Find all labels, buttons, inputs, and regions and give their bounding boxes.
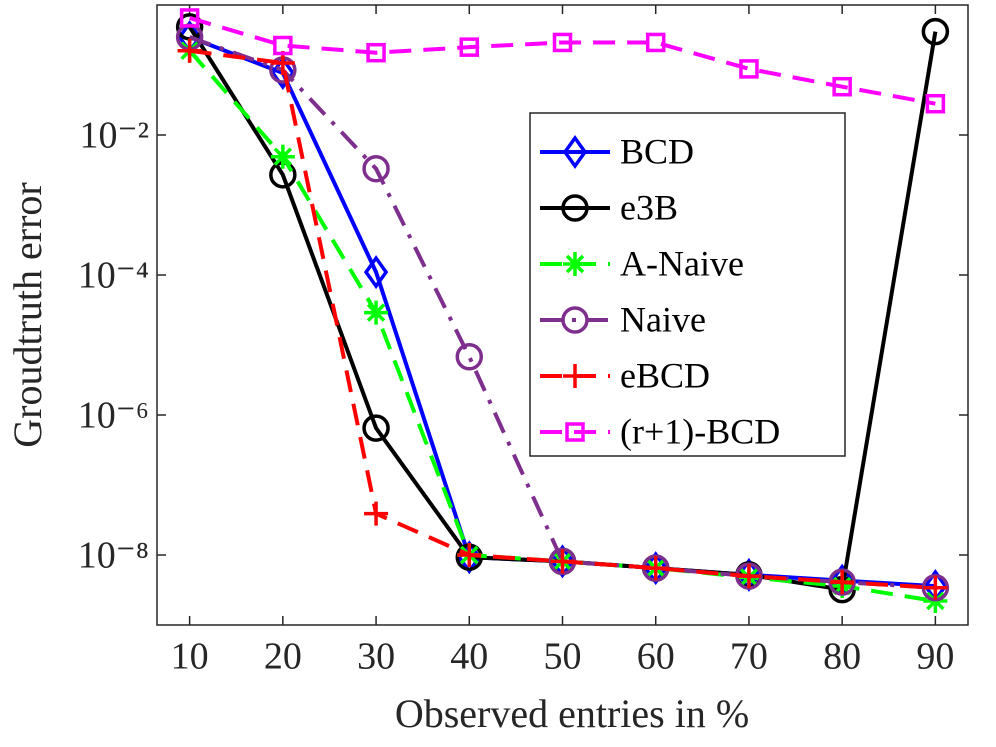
data-point bbox=[457, 543, 482, 568]
data-point bbox=[179, 8, 200, 28]
series bbox=[177, 38, 948, 600]
x-tick-label: 60 bbox=[637, 636, 675, 678]
legend-label: Naive bbox=[620, 299, 706, 339]
y-tick-label: 10⁻⁶ bbox=[78, 395, 149, 437]
y-tick-label: 10⁻⁴ bbox=[78, 255, 149, 297]
series-line bbox=[188, 35, 936, 590]
legend-label: e3B bbox=[620, 187, 678, 227]
data-point bbox=[364, 501, 389, 526]
data-point bbox=[552, 32, 573, 53]
data-point bbox=[832, 76, 852, 97]
data-point bbox=[270, 55, 295, 90]
data-point bbox=[739, 59, 759, 79]
x-tick-label: 20 bbox=[264, 636, 302, 678]
y-axis-label: Groudtruth error bbox=[5, 182, 50, 447]
data-point bbox=[455, 342, 484, 371]
x-tick-label: 70 bbox=[730, 636, 768, 678]
data-point bbox=[177, 38, 202, 63]
data-point bbox=[645, 32, 666, 53]
x-tick-label: 90 bbox=[916, 636, 954, 678]
x-tick-label: 30 bbox=[357, 636, 395, 678]
legend-marker bbox=[561, 306, 589, 334]
data-point bbox=[643, 556, 668, 581]
legend-label: BCD bbox=[620, 131, 694, 171]
x-tick-label: 50 bbox=[544, 636, 582, 678]
legend-box bbox=[529, 112, 846, 457]
series-line bbox=[188, 49, 936, 604]
data-point bbox=[362, 154, 390, 183]
data-point bbox=[921, 17, 950, 46]
legend-label: eBCD bbox=[620, 355, 710, 395]
data-point bbox=[362, 414, 390, 442]
x-tick-label: 40 bbox=[450, 636, 488, 678]
data-point bbox=[364, 300, 389, 325]
data-point bbox=[366, 42, 386, 63]
data-point bbox=[273, 35, 293, 56]
x-tick-label: 80 bbox=[823, 636, 861, 678]
legend-marker bbox=[562, 134, 588, 170]
data-point bbox=[830, 570, 855, 595]
legend-label: A-Naive bbox=[620, 243, 744, 283]
legend-label: (r+1)-BCD bbox=[620, 411, 780, 451]
data-point bbox=[736, 564, 761, 589]
legend-marker bbox=[563, 252, 587, 276]
y-tick-label: 10⁻⁸ bbox=[78, 535, 149, 577]
series-line bbox=[189, 16, 936, 106]
x-axis-label: Observed entries in % bbox=[395, 691, 749, 736]
data-point bbox=[363, 255, 389, 290]
legend: BCD e3B A-Naive Naive eBCD (r+1)-BCD bbox=[529, 112, 846, 457]
data-point bbox=[923, 575, 948, 600]
data-point bbox=[925, 93, 946, 114]
legend-marker bbox=[563, 364, 587, 388]
legend-marker bbox=[561, 194, 589, 222]
series bbox=[179, 8, 946, 114]
legend-marker bbox=[565, 422, 585, 442]
data-point bbox=[550, 549, 575, 574]
data-point bbox=[270, 144, 295, 169]
y-tick-label: 10⁻² bbox=[80, 115, 149, 157]
data-point bbox=[459, 37, 480, 57]
x-tick-label: 10 bbox=[171, 636, 209, 678]
